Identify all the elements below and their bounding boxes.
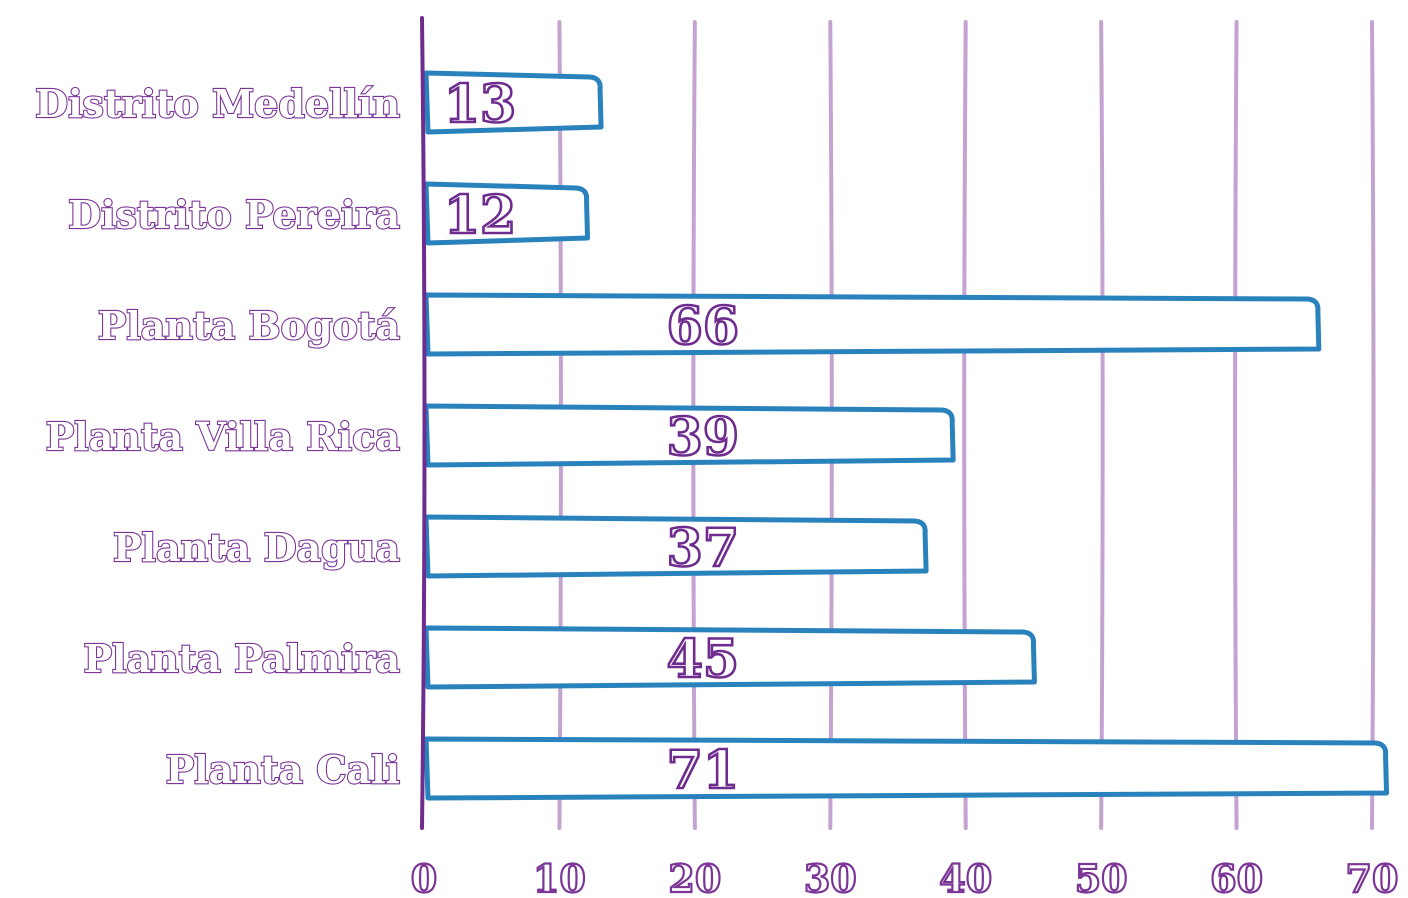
category-label-4: Planta Villa Rica xyxy=(46,414,400,459)
bar-3 xyxy=(423,292,1322,357)
data-label-3: 66 xyxy=(667,296,739,357)
data-label-6: 45 xyxy=(667,629,739,690)
x-tick-label-0: 0 xyxy=(411,856,437,898)
x-tick-label-10: 10 xyxy=(533,856,586,898)
x-tick-label-30: 30 xyxy=(804,856,857,898)
bar-2 xyxy=(423,181,591,246)
data-label-5: 37 xyxy=(667,518,739,579)
y-axis-line xyxy=(420,16,427,830)
category-labels: Distrito Medellín Distrito Pereira Planta … xyxy=(34,80,401,793)
bar-1 xyxy=(423,70,604,135)
x-tick-label-40: 40 xyxy=(939,856,992,898)
gridline-40 xyxy=(962,20,968,830)
category-label-5: Planta Dagua xyxy=(113,525,400,570)
bar-5 xyxy=(423,514,929,579)
y-axis xyxy=(420,16,427,830)
data-label-2: 12 xyxy=(444,185,516,246)
x-tick-label-60: 60 xyxy=(1210,856,1263,898)
x-tick-label-20: 20 xyxy=(668,856,721,898)
data-label-7: 71 xyxy=(667,740,739,801)
x-tick-label-70: 70 xyxy=(1346,856,1399,898)
gridline-70 xyxy=(1370,20,1376,830)
x-axis-ticks: 0 10 20 30 40 50 60 70 xyxy=(410,855,1400,898)
category-label-7: Planta Cali xyxy=(166,747,400,792)
category-label-3: Planta Bogotá xyxy=(98,303,400,348)
gridline-60 xyxy=(1233,20,1239,830)
data-labels: 13 12 66 39 37 45 71 xyxy=(443,73,741,803)
data-label-4: 39 xyxy=(667,407,739,468)
bars xyxy=(423,70,1390,801)
data-label-1: 13 xyxy=(444,74,516,135)
category-label-2: Distrito Pereira xyxy=(68,192,400,237)
bar-4 xyxy=(423,403,956,468)
gridline-50 xyxy=(1099,20,1105,830)
x-tick-label-50: 50 xyxy=(1075,856,1128,898)
category-label-1: Distrito Medellín xyxy=(35,81,400,126)
category-label-6: Planta Palmira xyxy=(83,636,400,681)
bar-7 xyxy=(423,736,1390,801)
bar-6 xyxy=(423,625,1037,690)
